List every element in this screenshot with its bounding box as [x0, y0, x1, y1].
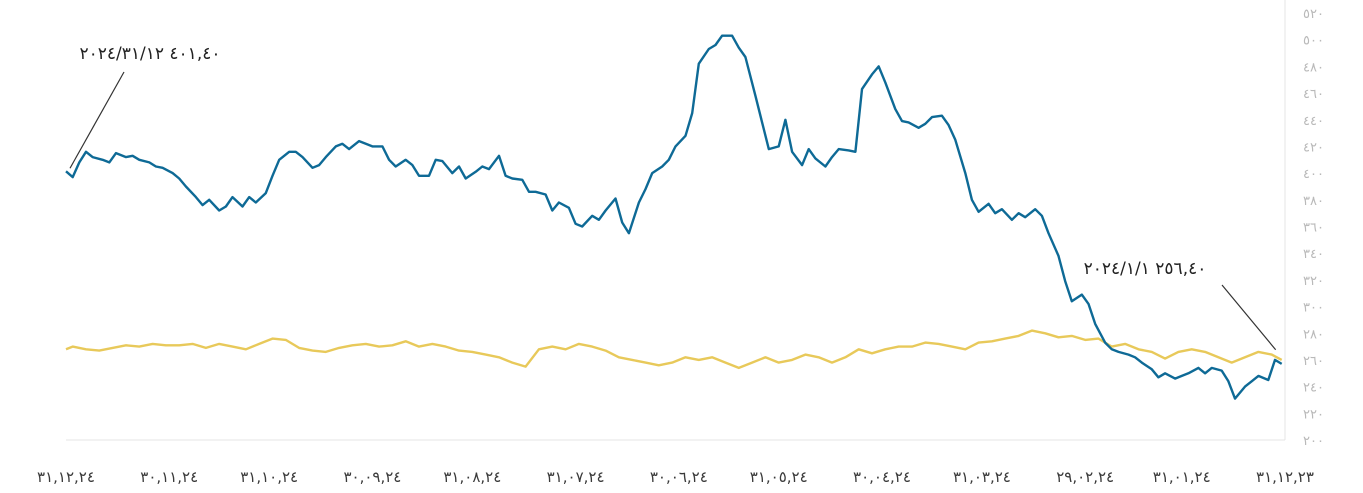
x-tick-label: ٣١,٠١,٢٤	[1153, 468, 1211, 486]
x-tick-label: ٣١,٠٨,٢٤	[443, 468, 501, 486]
x-tick-label: ٣١,٠٧,٢٤	[547, 468, 605, 486]
y-axis-ticks: ٥٢٠ ٥٠٠ ٤٨٠ ٤٦٠ ٤٤٠ ٤٢٠ ٤٠٠ ٣٨٠ ٣٦٠ ٣٤٠ ٣٢٠ ٣٠٠ ٢٨٠ ٢…	[1303, 7, 1324, 449]
y-tick-label: ٤٦٠	[1303, 87, 1324, 102]
y-tick-label: ٢٢٠	[1303, 407, 1324, 422]
x-axis-ticks: ٣١,١٢,٢٣ ٣١,٠١,٢٤ ٢٩,٠٢,٢٤ ٣١,٠٣,٢٤ ٣٠,٠٤,٢٤…	[37, 468, 1314, 486]
x-tick-label: ٣٠,١١,٢٤	[140, 468, 198, 486]
y-tick-label: ٢٨٠	[1303, 327, 1324, 342]
y-tick-label: ٣٠٠	[1303, 301, 1324, 316]
y-tick-label: ٢٠٠	[1303, 434, 1324, 449]
x-tick-label: ٢٩,٠٢,٢٤	[1056, 468, 1114, 486]
y-tick-label: ٤٨٠	[1303, 60, 1324, 75]
annotations: ٤٠١,٤٠ ٢٠٢٤/٣١/١٢ ٢٥٦,٤٠ ٢٠٢٤/١/١	[69, 44, 1277, 351]
y-tick-label: ٥٠٠	[1303, 34, 1324, 49]
y-tick-label: ٢٦٠	[1303, 354, 1324, 369]
x-tick-label: ٣٠,٠٩,٢٤	[343, 468, 401, 486]
y-tick-label: ٣٦٠	[1303, 221, 1324, 236]
annotation-label: ٢٥٦,٤٠ ٢٠٢٤/١/١	[1084, 259, 1207, 279]
annotation-leader	[1221, 284, 1277, 351]
series-line	[65, 34, 1283, 400]
series-line	[65, 329, 1283, 370]
y-tick-label: ٣٢٠	[1303, 274, 1324, 289]
x-tick-label: ٣١,١٢,٢٤	[37, 468, 95, 486]
y-tick-label: ٤٢٠	[1303, 140, 1324, 155]
y-tick-label: ٣٤٠	[1303, 247, 1324, 262]
x-tick-label: ٣١,١٠,٢٤	[240, 468, 298, 486]
x-tick-label: ٣١,٠٣,٢٤	[953, 468, 1011, 486]
x-tick-label: ٣١,٠٥,٢٤	[750, 468, 808, 486]
series-lines	[65, 34, 1283, 400]
axes	[66, 0, 1286, 441]
y-tick-label: ٤٠٠	[1303, 167, 1324, 182]
x-tick-label: ٣٠,٠٤,٢٤	[853, 468, 911, 486]
x-tick-label: ٣١,١٢,٢٣	[1256, 468, 1314, 486]
y-tick-label: ٢٤٠	[1303, 381, 1324, 396]
y-tick-label: ٣٨٠	[1303, 194, 1324, 209]
y-tick-label: ٥٢٠	[1303, 7, 1324, 22]
annotation-label: ٤٠١,٤٠ ٢٠٢٤/٣١/١٢	[80, 44, 221, 64]
y-tick-label: ٤٤٠	[1303, 114, 1324, 129]
x-tick-label: ٣٠,٠٦,٢٤	[650, 468, 708, 486]
annotation-leader	[69, 71, 125, 169]
